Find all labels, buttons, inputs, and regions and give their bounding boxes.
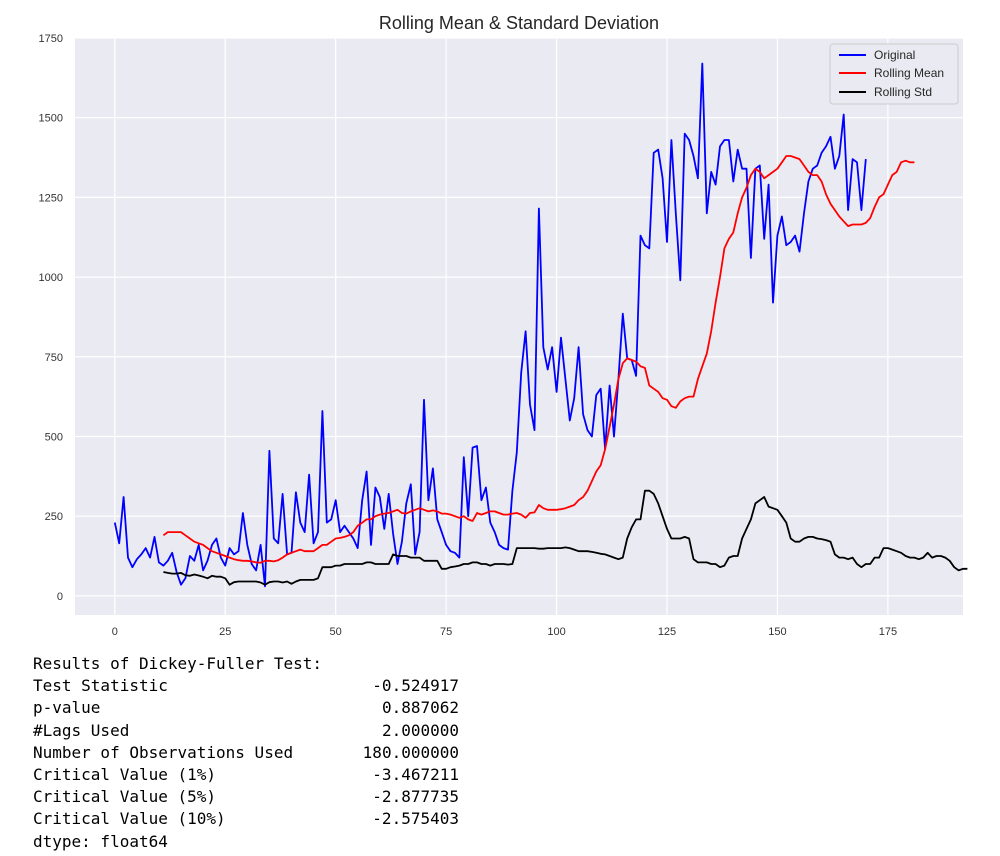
x-tick-label: 175 xyxy=(879,626,897,638)
df-row: Critical Value (5%) -2.877735 xyxy=(33,786,459,808)
df-row-value: 180.000000 xyxy=(362,742,459,762)
y-tick-label: 750 xyxy=(45,352,63,364)
tick-labels: 0 25 50 75 100 125 150 175025050075010001250150… xyxy=(39,33,898,638)
series-lines xyxy=(113,62,968,588)
df-row-label: Number of Observations Used xyxy=(33,742,294,762)
y-tick-label: 1250 xyxy=(39,192,63,204)
dickey-fuller-output: Results of Dickey-Fuller Test: Test Stati… xyxy=(33,653,459,853)
df-row: p-value 0.887062 xyxy=(33,697,459,719)
df-row-label: Critical Value (1%) xyxy=(33,764,217,784)
x-tick-label: 25 xyxy=(219,626,231,638)
y-tick-label: 1500 xyxy=(39,113,63,125)
df-row-value: -3.467211 xyxy=(372,764,459,784)
series-line-original xyxy=(113,62,867,588)
y-tick-label: 1750 xyxy=(39,33,63,45)
series-line-rolling-std xyxy=(163,489,968,586)
legend-label-rolling-mean: Rolling Mean xyxy=(874,66,944,80)
grid-lines xyxy=(75,37,963,615)
series-line-rolling-mean xyxy=(162,155,915,564)
legend-label-original: Original xyxy=(874,48,915,62)
df-row-label: Critical Value (10%) xyxy=(33,809,226,829)
df-row-value: 2.000000 xyxy=(381,720,459,740)
df-row: #Lags Used 2.000000 xyxy=(33,720,459,742)
df-row: Critical Value (10%) -2.575403 xyxy=(33,808,459,830)
legend-box xyxy=(829,43,959,105)
df-row-value: -2.877735 xyxy=(372,787,459,807)
line-chart: Rolling Mean & Standard Deviation 0 25 50 7… xyxy=(39,13,968,638)
y-tick-label: 250 xyxy=(45,511,63,523)
chart-title: Rolling Mean & Standard Deviation xyxy=(379,13,659,33)
df-row-label: Test Statistic xyxy=(33,676,168,696)
df-row-label: #Lags Used xyxy=(33,720,130,740)
legend-label-rolling-std: Rolling Std xyxy=(874,85,932,99)
df-row: Test Statistic -0.524917 xyxy=(33,675,459,697)
x-tick-label: 125 xyxy=(658,626,676,638)
legend: Original Rolling Mean Rolling Std xyxy=(829,43,959,105)
df-row-value: 0.887062 xyxy=(381,698,459,718)
df-row: Critical Value (1%) -3.467211 xyxy=(33,764,459,786)
y-tick-label: 0 xyxy=(57,591,63,603)
x-tick-label: 75 xyxy=(440,626,452,638)
df-dtype: dtype: float64 xyxy=(33,831,168,851)
df-row: Number of Observations Used 180.000000 xyxy=(33,742,459,764)
x-tick-label: 50 xyxy=(330,626,342,638)
x-tick-label: 100 xyxy=(547,626,565,638)
plot-area xyxy=(75,38,963,615)
df-row-value: -0.524917 xyxy=(372,676,459,696)
df-header: Results of Dickey-Fuller Test: xyxy=(33,654,322,673)
chart-figure: Rolling Mean & Standard Deviation 0 25 50 7… xyxy=(39,13,968,638)
x-tick-label: 0 xyxy=(112,626,118,638)
df-row-label: Critical Value (5%) xyxy=(33,787,217,807)
df-row-value: -2.575403 xyxy=(372,809,459,829)
y-tick-label: 500 xyxy=(45,431,63,443)
y-tick-label: 1000 xyxy=(39,272,63,284)
x-tick-label: 150 xyxy=(768,626,786,638)
df-row-label: p-value xyxy=(33,698,101,718)
